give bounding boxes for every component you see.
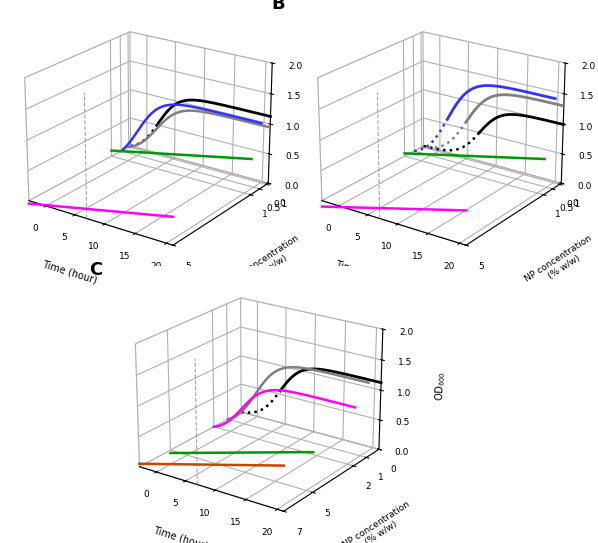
Y-axis label: NP concentration
(% w/w): NP concentration (% w/w) (341, 500, 417, 543)
Y-axis label: NP concentration
(% w/w): NP concentration (% w/w) (230, 234, 306, 293)
X-axis label: Time (hour): Time (hour) (334, 259, 392, 286)
Text: B: B (271, 0, 285, 12)
X-axis label: Time (hour): Time (hour) (41, 259, 99, 286)
Text: C: C (89, 261, 102, 279)
X-axis label: Time (hour): Time (hour) (152, 525, 209, 543)
Y-axis label: NP concentration
(% w/w): NP concentration (% w/w) (523, 234, 598, 293)
